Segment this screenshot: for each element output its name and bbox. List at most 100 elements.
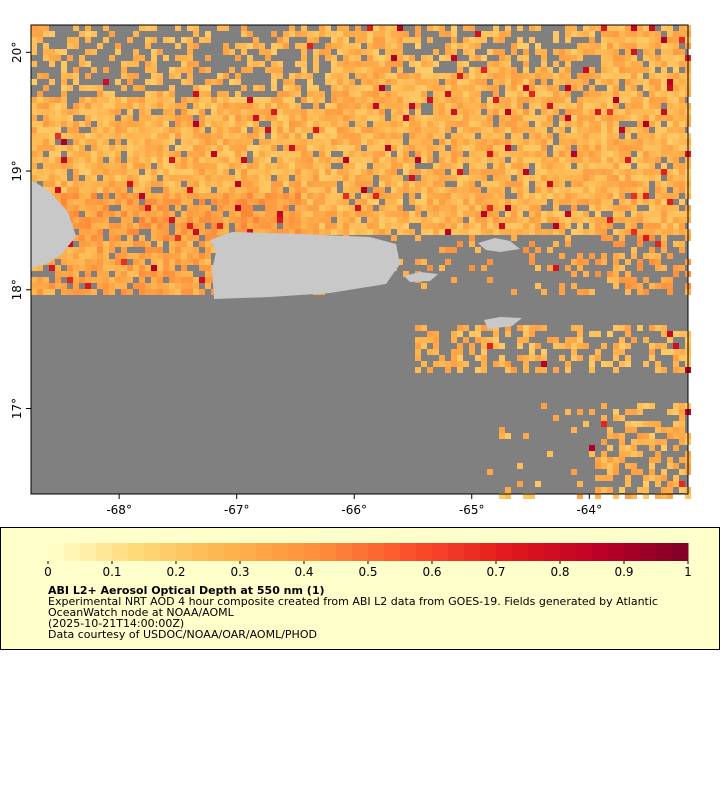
aod-cell [511, 97, 517, 103]
aod-cell [211, 121, 217, 127]
aod-cell [223, 175, 229, 181]
aod-cell [175, 259, 181, 265]
aod-cell [253, 37, 259, 43]
aod-cell [667, 463, 673, 469]
aod-cell [103, 103, 109, 109]
aod-cell [73, 271, 79, 277]
aod-cell [529, 139, 535, 145]
aod-cell [31, 97, 37, 103]
aod-cell [391, 55, 397, 61]
aod-cell [247, 163, 253, 169]
aod-cell [295, 151, 301, 157]
aod-cell [505, 31, 511, 37]
aod-cell [451, 55, 457, 61]
aod-cell [79, 61, 85, 67]
aod-cell [115, 235, 121, 241]
aod-cell [49, 169, 55, 175]
aod-cell [355, 157, 361, 163]
aod-cell [211, 175, 217, 181]
aod-cell [313, 67, 319, 73]
aod-cell [577, 253, 583, 259]
aod-cell [325, 211, 331, 217]
aod-cell [259, 49, 265, 55]
aod-cell [397, 157, 403, 163]
aod-cell [415, 91, 421, 97]
aod-cell [433, 169, 439, 175]
aod-cell [217, 79, 223, 85]
aod-cell [247, 181, 253, 187]
aod-cell [205, 37, 211, 43]
aod-cell [643, 493, 649, 499]
aod-cell [529, 157, 535, 163]
aod-cell [205, 187, 211, 193]
aod-cell [511, 79, 517, 85]
aod-cell [295, 133, 301, 139]
aod-cell [397, 121, 403, 127]
aod-cell [313, 217, 319, 223]
aod-cell [409, 91, 415, 97]
aod-cell [523, 127, 529, 133]
aod-cell [673, 37, 679, 43]
aod-cell [607, 85, 613, 91]
aod-cell [553, 85, 559, 91]
aod-cell [229, 97, 235, 103]
aod-cell [463, 25, 469, 31]
aod-cell [571, 283, 577, 289]
aod-cell [151, 199, 157, 205]
aod-cell [637, 151, 643, 157]
aod-cell [109, 55, 115, 61]
aod-cell [307, 85, 313, 91]
aod-cell [97, 187, 103, 193]
aod-cell [181, 223, 187, 229]
aod-cell [607, 457, 613, 463]
aod-cell [217, 223, 223, 229]
aod-cell [595, 217, 601, 223]
aod-cell [499, 181, 505, 187]
aod-cell [559, 181, 565, 187]
aod-cell [343, 55, 349, 61]
aod-cell [313, 127, 319, 133]
aod-cell [649, 421, 655, 427]
aod-cell [469, 217, 475, 223]
aod-cell [319, 127, 325, 133]
aod-cell [349, 175, 355, 181]
aod-cell [601, 127, 607, 133]
aod-cell [643, 235, 649, 241]
aod-cell [85, 211, 91, 217]
aod-cell [61, 283, 67, 289]
aod-cell [481, 349, 487, 355]
aod-cell [367, 97, 373, 103]
aod-cell [163, 229, 169, 235]
aod-cell [361, 67, 367, 73]
aod-cell [67, 121, 73, 127]
aod-cell [451, 145, 457, 151]
aod-cell [337, 79, 343, 85]
aod-cell [349, 223, 355, 229]
aod-cell [451, 121, 457, 127]
aod-cell [679, 133, 685, 139]
aod-cell [661, 493, 667, 499]
aod-cell [241, 49, 247, 55]
aod-cell [481, 31, 487, 37]
aod-cell [343, 133, 349, 139]
aod-cell [511, 85, 517, 91]
aod-cell [127, 127, 133, 133]
aod-cell [433, 331, 439, 337]
aod-cell [589, 121, 595, 127]
aod-cell [655, 217, 661, 223]
aod-cell [589, 103, 595, 109]
aod-cell [361, 79, 367, 85]
aod-cell [577, 223, 583, 229]
aod-cell [631, 253, 637, 259]
aod-cell [61, 133, 67, 139]
aod-cell [85, 205, 91, 211]
aod-cell [523, 109, 529, 115]
aod-cell [523, 43, 529, 49]
aod-cell [349, 103, 355, 109]
aod-cell [169, 91, 175, 97]
aod-cell [157, 127, 163, 133]
aod-cell [139, 175, 145, 181]
aod-cell [571, 355, 577, 361]
aod-cell [343, 139, 349, 145]
aod-cell [475, 217, 481, 223]
